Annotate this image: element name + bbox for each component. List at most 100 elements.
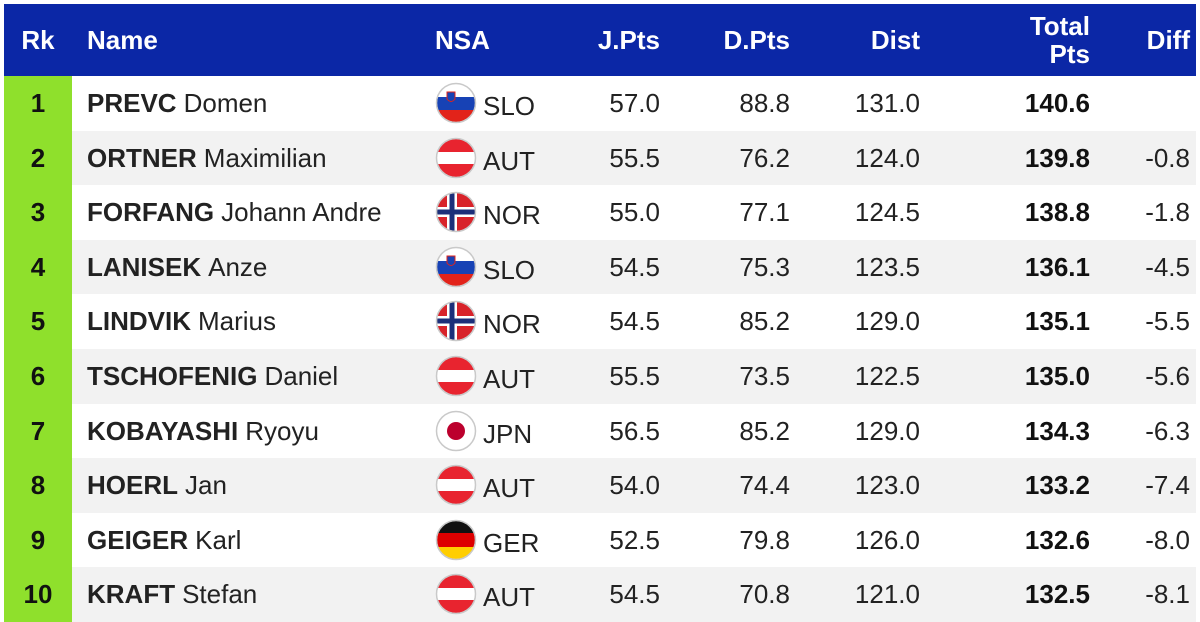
flag-body [437,193,475,232]
table-row: 10 KRAFT Stefan AUT 54.5 70.8 121.0 132.5 -8.1 [4,567,1196,622]
surname: ORTNER [87,142,197,173]
dpts-cell: 88.8 [739,88,790,118]
flag-border [435,137,477,178]
flag-icon [435,82,477,124]
nsa-code: AUT [483,473,535,504]
dist-cell: 129.0 [854,306,920,337]
flag-border [435,82,477,124]
table-row: 2 ORTNER Maximilian AUT 55.5 76.2 124.0 139.8 -0… [4,130,1196,186]
given-name: Stefan [182,579,258,610]
header-row: Rk Name NSA J.Pts D.Pts Dist Total Pts D… [4,4,1196,76]
flag-stripe [437,575,475,589]
name-cell: LINDVIK Marius [87,294,276,349]
flag-icon [435,301,477,342]
flag-stripe [437,260,475,274]
dpts-cell: 85.2 [739,306,790,337]
surname: LANISEK [87,251,202,282]
sun [447,421,465,440]
flag-body [437,84,475,122]
flag-body [437,302,475,341]
jpts-cell: 55.0 [609,197,660,228]
flag-stripe [437,138,475,152]
flag-icon [435,246,477,288]
diff-cell: -7.4 [1145,470,1190,501]
nsa-code: JPN [483,418,533,449]
header-cell: Name [87,25,158,55]
surname: FORFANG [87,197,215,228]
dpts-cell: 76.2 [739,142,790,173]
flag-body [437,411,475,450]
table-row: 9 GEIGER Karl GER 52.5 79.8 126.0 132.6 -8.0 [4,512,1196,568]
table-row: 7 KOBAYASHI Ryoyu JPN 56.5 85.2 129.0 134.3 -6.3 [4,403,1196,459]
table-row: 1 PREVC Domen SLO 57.0 88.8 131.0 140.6 [4,76,1196,131]
flag-stripe [437,491,475,505]
diff-cell: -0.8 [1145,142,1190,173]
flag-body [437,247,475,286]
name-cell: KRAFT Stefan [87,567,257,622]
flag-border [435,464,477,506]
flag-icon [435,191,477,233]
total-cell: 134.3 [1024,415,1090,446]
given-name: Marius [198,306,277,337]
diff-cell: -5.5 [1145,306,1190,337]
given-name: Karl [195,524,242,555]
total-cell: 140.6 [1024,88,1090,118]
given-name: Domen [183,88,268,118]
surname: KOBAYASHI [87,415,239,446]
name-cell: HOERL Jan [87,458,227,513]
dpts-cell: 85.2 [739,415,790,446]
surname: HOERL [87,470,178,501]
flag-stripe [437,357,475,370]
nsa-code: GER [483,527,540,558]
flag-border [435,410,477,451]
total-cell: 135.1 [1024,306,1090,337]
flag-stripe [437,532,475,547]
flag-border [435,519,477,561]
flag-body [437,466,475,505]
flag-body [437,357,475,395]
surname: PREVC [87,88,177,118]
name-cell: LANISEK Anze [87,240,267,295]
nsa-code: NOR [483,200,541,231]
header-cell: Total Pts [1029,11,1090,69]
header-cell: J.Pts [597,25,660,55]
total-cell: 132.5 [1024,579,1090,610]
rank-cell: 9 [4,512,72,568]
flag-border [435,301,477,342]
flag-stripe [437,273,475,286]
dist-cell: 121.0 [854,579,920,610]
flag-stripe [437,151,475,164]
dpts-cell: 79.8 [739,524,790,555]
flag-stripe [437,546,475,559]
flag-stripe [437,209,475,215]
crest [446,91,456,102]
name-cell: GEIGER Karl [87,513,241,568]
jpts-cell: 54.5 [609,579,660,610]
diff-cell: -4.5 [1145,251,1190,282]
surname: TSCHOFENIG [87,361,258,391]
jpts-cell: 54.0 [609,470,660,501]
surname: KRAFT [87,579,176,610]
dpts-cell: 74.4 [739,470,790,501]
given-name: Ryoyu [245,415,319,446]
flag-stripe [437,479,475,492]
jpts-cell: 55.5 [609,361,660,391]
flag-stripe [437,600,475,614]
table-row: 8 HOERL Jan AUT 54.0 74.4 123.0 133.2 -7.4 [4,458,1196,514]
nsa-code: SLO [483,254,536,285]
flag-stripe [437,382,475,395]
flag-stripe [437,588,475,601]
flag-stripe [437,110,475,122]
header-cell: NSA [435,25,490,55]
diff-cell: -1.8 [1145,197,1190,228]
dist-cell: 123.0 [854,470,920,501]
dpts-cell: 70.8 [739,579,790,610]
total-cell: 136.1 [1024,251,1090,282]
nsa-code: SLO [483,91,536,121]
nsa-code: NOR [483,309,541,340]
diff-cell: -6.3 [1145,415,1190,446]
flag-stripe [437,318,475,324]
flag-icon [435,464,477,506]
diff-cell: -8.1 [1145,579,1190,610]
